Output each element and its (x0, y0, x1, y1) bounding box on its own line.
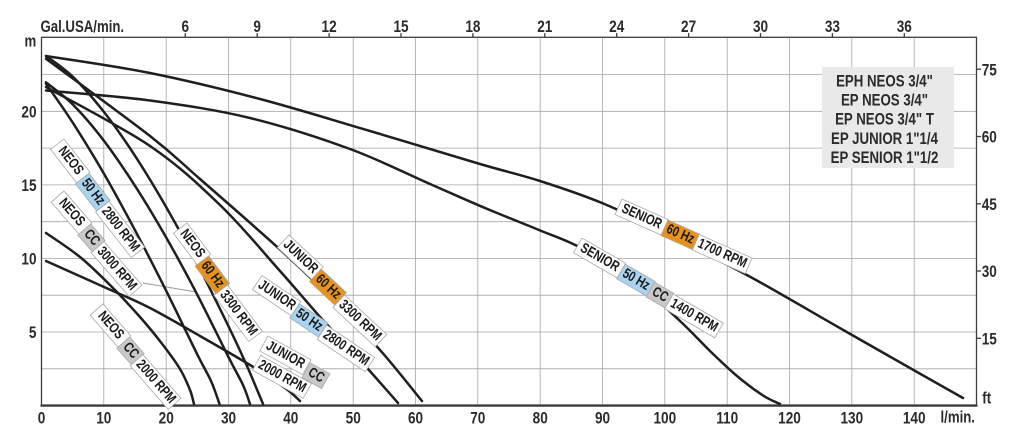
svg-text:EP SENIOR 1"1/2: EP SENIOR 1"1/2 (831, 149, 939, 168)
svg-text:m: m (24, 32, 36, 51)
svg-text:30: 30 (982, 263, 997, 282)
svg-text:15: 15 (393, 18, 409, 37)
svg-text:EP NEOS 3/4" T: EP NEOS 3/4" T (835, 110, 934, 129)
svg-text:10: 10 (21, 250, 36, 269)
svg-text:21: 21 (537, 18, 553, 37)
svg-text:24: 24 (609, 18, 625, 37)
svg-text:70: 70 (470, 409, 485, 428)
svg-text:60: 60 (982, 128, 997, 147)
svg-text:120: 120 (778, 409, 801, 428)
svg-text:EP NEOS 3/4": EP NEOS 3/4" (841, 91, 928, 110)
svg-text:100: 100 (653, 409, 676, 428)
svg-text:5: 5 (29, 324, 37, 343)
svg-text:33: 33 (825, 18, 840, 37)
svg-text:ft: ft (982, 389, 991, 408)
svg-text:36: 36 (897, 18, 912, 37)
svg-text:130: 130 (840, 409, 863, 428)
svg-text:20: 20 (21, 103, 36, 122)
svg-text:140: 140 (903, 409, 926, 428)
svg-text:EP JUNIOR 1"1/4: EP JUNIOR 1"1/4 (831, 129, 938, 148)
svg-text:6: 6 (182, 18, 190, 37)
svg-text:80: 80 (533, 409, 548, 428)
svg-text:CC: CC (649, 283, 671, 305)
svg-text:Gal.USA/min.: Gal.USA/min. (41, 18, 125, 37)
svg-text:15: 15 (21, 177, 37, 196)
svg-text:50: 50 (346, 409, 361, 428)
svg-text:10: 10 (96, 409, 111, 428)
svg-text:30: 30 (221, 409, 236, 428)
svg-text:EPH NEOS 3/4": EPH NEOS 3/4" (836, 72, 933, 91)
svg-text:0: 0 (38, 409, 46, 428)
svg-text:40: 40 (283, 409, 298, 428)
svg-text:90: 90 (595, 409, 610, 428)
svg-text:60: 60 (408, 409, 423, 428)
svg-text:27: 27 (681, 18, 696, 37)
svg-text:45: 45 (982, 196, 998, 215)
svg-text:110: 110 (716, 409, 738, 428)
svg-text:15: 15 (982, 330, 998, 349)
svg-text:l/min.: l/min. (941, 408, 975, 427)
svg-text:30: 30 (753, 18, 768, 37)
svg-text:CC: CC (306, 363, 328, 385)
svg-text:12: 12 (322, 18, 337, 37)
svg-text:75: 75 (982, 61, 998, 80)
svg-text:9: 9 (253, 18, 261, 37)
svg-text:20: 20 (159, 409, 174, 428)
svg-text:18: 18 (465, 18, 481, 37)
